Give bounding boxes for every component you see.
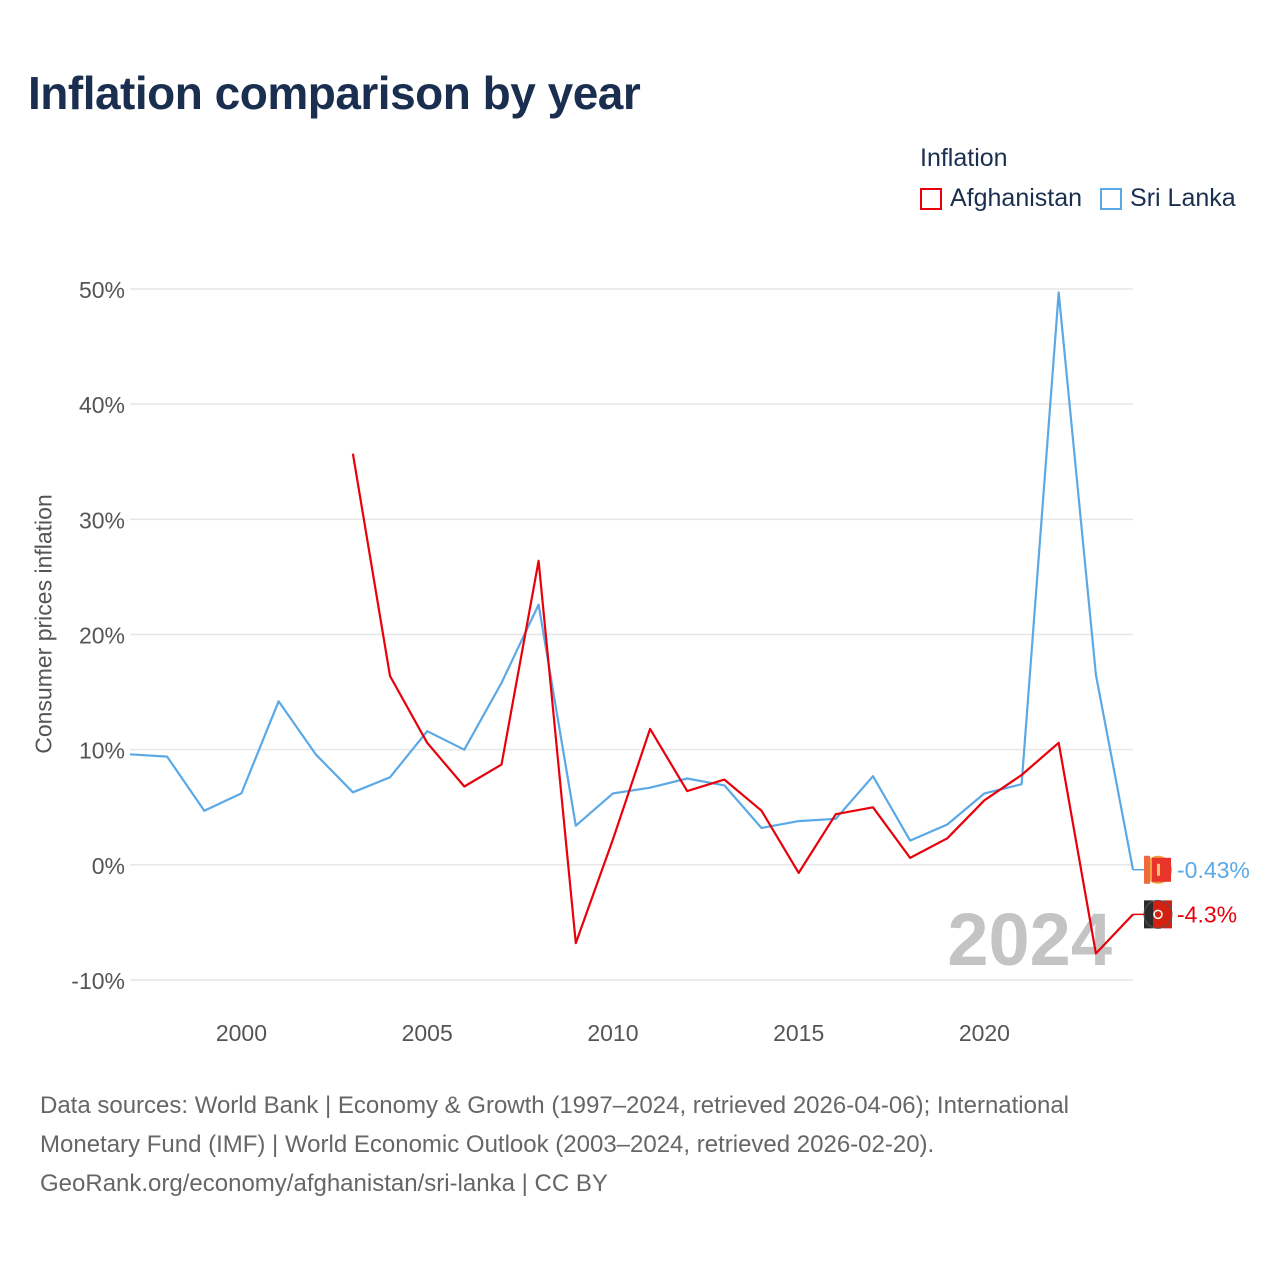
x-tick-label: 2020 (959, 1020, 1010, 1046)
legend-title: Inflation (920, 144, 1008, 172)
flag-stripe-left (1144, 855, 1150, 884)
flag-stripe-right (1163, 900, 1172, 929)
legend: Afghanistan Sri Lanka (920, 184, 1236, 213)
legend-swatch-sri-lanka (1100, 187, 1123, 210)
series-line-afghanistan (351, 453, 1134, 955)
y-tick-label: 10% (79, 738, 125, 764)
y-tick-label: 40% (79, 392, 125, 418)
chart-title: Inflation comparison by year (28, 67, 641, 119)
y-tick-label: 0% (92, 853, 125, 879)
source-notes: Data sources: World Bank | Economy & Gro… (40, 1086, 1240, 1203)
source-line-3[interactable]: GeoRank.org/economy/afghanistan/sri-lank… (40, 1170, 608, 1197)
legend-label-sri-lanka: Sri Lanka (1130, 184, 1236, 212)
legend-item-sri-lanka[interactable]: Sri Lanka (1100, 184, 1236, 213)
x-tick-label: 2015 (773, 1020, 824, 1046)
series-line-sri-lanka (129, 291, 1135, 871)
y-tick-label: 30% (79, 507, 125, 533)
flag-stripe-black (1144, 900, 1153, 929)
x-tick-label: 2000 (216, 1020, 267, 1046)
year-watermark: 2024 (947, 898, 1112, 981)
flag-outline (1143, 899, 1173, 929)
end-label-afghanistan: -4.3% (1177, 901, 1237, 927)
flag-emblem (1157, 863, 1160, 876)
legend-item-afghanistan[interactable]: Afghanistan (920, 184, 1082, 213)
x-tick-label: 2005 (402, 1020, 453, 1046)
source-line-2: Monetary Fund (IMF) | World Economic Out… (40, 1131, 935, 1158)
legend-label-afghanistan: Afghanistan (950, 184, 1083, 212)
flag-emblem (1153, 909, 1163, 920)
source-line-1: Data sources: World Bank | Economy & Gro… (40, 1092, 1070, 1119)
x-tick-label: 2010 (587, 1020, 638, 1046)
end-label-sri-lanka: -0.43% (1177, 857, 1250, 883)
y-tick-label: -10% (71, 968, 125, 994)
y-tick-label: 20% (79, 623, 125, 649)
legend-swatch-afghanistan (920, 187, 942, 210)
y-tick-label: 50% (79, 277, 125, 303)
flag-field (1152, 857, 1171, 882)
